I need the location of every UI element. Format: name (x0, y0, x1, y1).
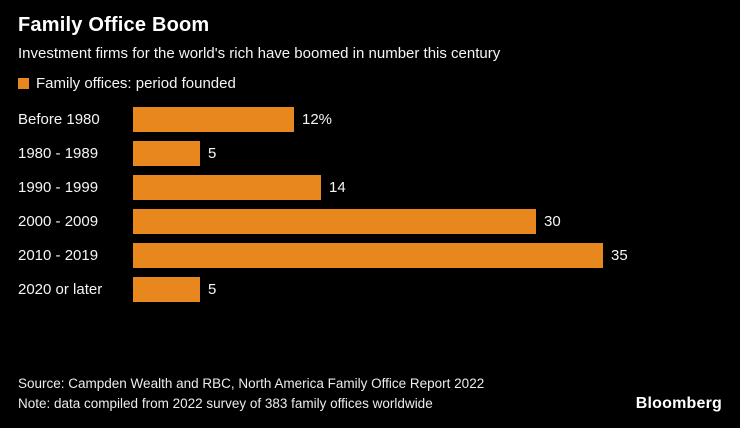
value-label: 5 (208, 280, 217, 298)
bar (133, 208, 536, 234)
data-note: Note: data compiled from 2022 survey of … (18, 395, 433, 411)
bar-area: 35 (133, 238, 722, 272)
category-label: 2010 - 2019 (18, 246, 99, 264)
bar-area: 12% (133, 102, 722, 136)
bar (133, 276, 200, 302)
category-label: 2020 or later (18, 280, 103, 298)
legend-label: Family offices: period founded (36, 75, 236, 92)
bar (133, 140, 200, 166)
legend-swatch-icon (18, 78, 29, 89)
value-label: 35 (611, 246, 628, 264)
bar (133, 242, 603, 268)
value-label: 30 (544, 212, 561, 230)
category-label: Before 1980 (18, 110, 100, 128)
bar (133, 106, 294, 132)
bar-area: 30 (133, 204, 722, 238)
bar-row: 1980 - 1989 5 (18, 136, 722, 170)
value-label: 5 (208, 144, 217, 162)
bar-area: 5 (133, 136, 722, 170)
chart-title: Family Office Boom (18, 14, 210, 36)
bar (133, 174, 321, 200)
footer-notes: Source: Campden Wealth and RBC, North Am… (18, 374, 484, 415)
category-label: 1980 - 1989 (18, 144, 99, 162)
bar-area: 5 (133, 272, 722, 306)
chart-footer: Source: Campden Wealth and RBC, North Am… (18, 374, 722, 415)
bar-row: 2020 or later 5 (18, 272, 722, 306)
category-label: 1990 - 1999 (18, 178, 99, 196)
source-note: Source: Campden Wealth and RBC, North Am… (18, 375, 485, 391)
bloomberg-logo: Bloomberg (635, 395, 722, 412)
bar-row: Before 1980 12% (18, 102, 722, 136)
value-label: 14 (329, 178, 346, 196)
chart-subtitle: Investment firms for the world's rich ha… (18, 45, 501, 62)
bar-chart: Before 1980 12% 1980 - 1989 5 1990 - 1999 14 2… (18, 102, 722, 306)
category-label: 2000 - 2009 (18, 212, 99, 230)
bar-row: 2010 - 2019 35 (18, 238, 722, 272)
bar-row: 1990 - 1999 14 (18, 170, 722, 204)
bar-row: 2000 - 2009 30 (18, 204, 722, 238)
legend: Family offices: period founded (18, 75, 722, 92)
value-label: 12% (302, 110, 333, 128)
bar-area: 14 (133, 170, 722, 204)
